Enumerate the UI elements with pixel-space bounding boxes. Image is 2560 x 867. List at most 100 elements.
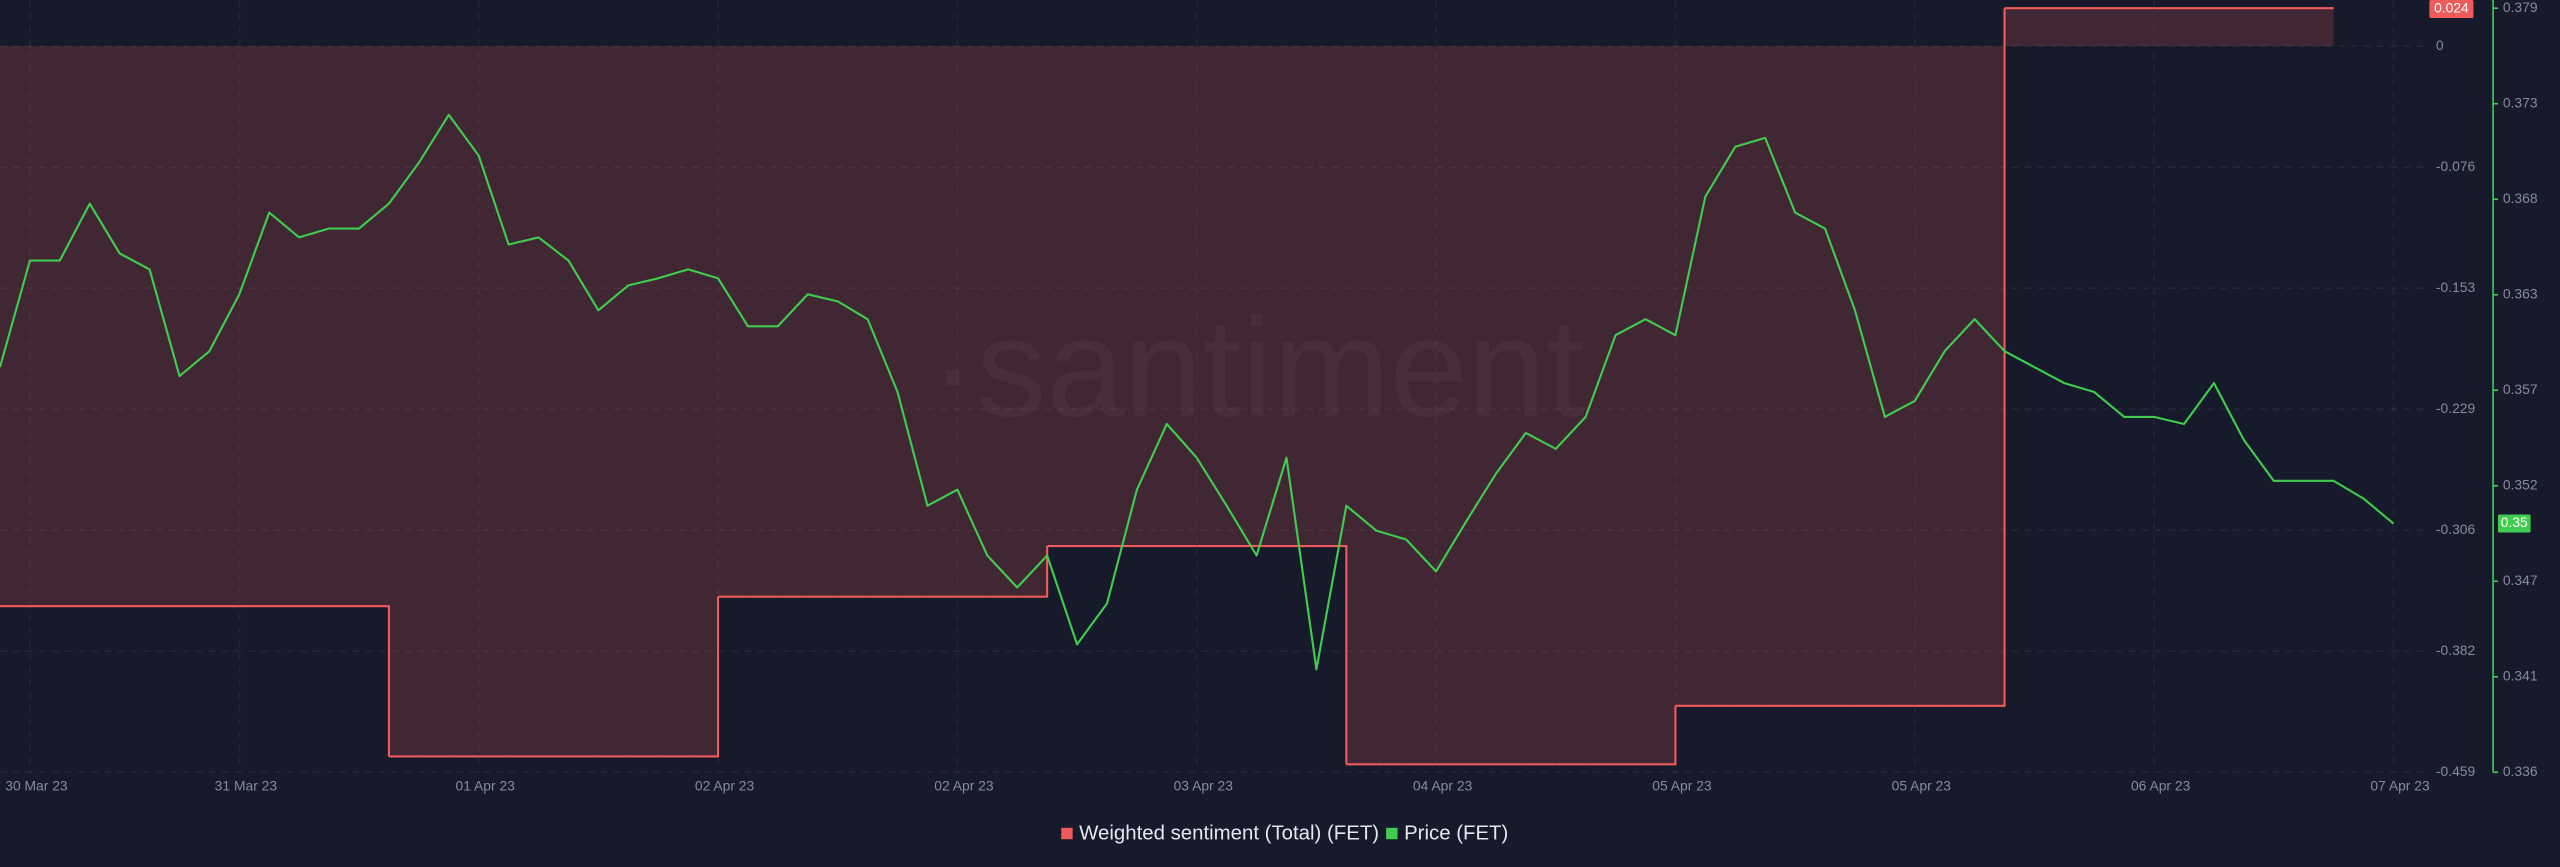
sentiment-step bbox=[359, 605, 390, 757]
x-tick-label: 05 Apr 23 bbox=[1892, 778, 1952, 794]
sentiment-area bbox=[2303, 8, 2334, 47]
sentiment-area bbox=[897, 46, 928, 597]
sentiment-area bbox=[2243, 8, 2274, 47]
sentiment-area bbox=[837, 46, 868, 597]
sentiment-area bbox=[2213, 8, 2244, 47]
sentiment-area bbox=[867, 46, 898, 597]
sentiment-area bbox=[179, 46, 210, 607]
sentiment-area bbox=[119, 46, 150, 607]
sentiment-area bbox=[1705, 46, 1736, 706]
legend-label: Price (FET) bbox=[1404, 823, 1508, 845]
sentiment-area bbox=[2064, 8, 2095, 47]
sentiment-area bbox=[1436, 46, 1466, 765]
sentiment-area bbox=[1645, 46, 1676, 765]
sentiment-area bbox=[1166, 46, 1197, 547]
sentiment-area bbox=[1256, 46, 1287, 547]
y-tick-label: -0.229 bbox=[2436, 400, 2476, 416]
y2-tick-label: 0.352 bbox=[2503, 476, 2538, 492]
sentiment-area bbox=[927, 46, 958, 597]
sentiment-area bbox=[388, 46, 419, 757]
sentiment-area bbox=[2034, 8, 2065, 47]
y2-tick-label: 0.347 bbox=[2503, 572, 2538, 588]
last-value-badge bbox=[2429, 0, 2474, 18]
sentiment-area bbox=[448, 46, 479, 757]
sentiment-area bbox=[718, 46, 748, 597]
x-tick-label: 03 Apr 23 bbox=[1174, 778, 1234, 794]
sentiment-area bbox=[89, 46, 120, 607]
sentiment-area bbox=[807, 46, 838, 597]
sentiment-area bbox=[2273, 8, 2304, 47]
sentiment-area bbox=[598, 46, 629, 757]
sentiment-area bbox=[1495, 46, 1526, 765]
sentiment-area bbox=[1795, 46, 1826, 706]
sentiment-area bbox=[1466, 46, 1496, 765]
sentiment-area bbox=[59, 46, 90, 607]
sentiment-area bbox=[1077, 46, 1107, 547]
sentiment-area bbox=[299, 46, 330, 607]
sentiment-area bbox=[1675, 46, 1706, 706]
sentiment-area bbox=[1196, 46, 1227, 547]
y-tick-label: -0.153 bbox=[2436, 279, 2476, 295]
sentiment-area bbox=[0, 46, 30, 607]
sentiment-area bbox=[1106, 46, 1137, 547]
sentiment-area bbox=[1017, 46, 1048, 597]
y-tick-label: 0 bbox=[2436, 37, 2444, 53]
watermark: ·santiment bbox=[929, 289, 1584, 446]
sentiment-area bbox=[568, 46, 599, 757]
last-value-label: 0.024 bbox=[2434, 0, 2469, 16]
y2-tick-label: 0.336 bbox=[2503, 763, 2538, 779]
y2-tick-label: 0.379 bbox=[2503, 0, 2538, 15]
sentiment-area bbox=[2094, 8, 2125, 47]
sentiment-area bbox=[1316, 46, 1347, 547]
sentiment-area bbox=[688, 46, 719, 757]
legend-label: Weighted sentiment (Total) (FET) bbox=[1079, 823, 1379, 845]
sentiment-area bbox=[538, 46, 569, 757]
sentiment-area bbox=[628, 46, 659, 757]
sentiment-area bbox=[239, 46, 270, 607]
sentiment-step bbox=[1645, 705, 1677, 766]
y2-tick-label: 0.363 bbox=[2503, 285, 2538, 301]
sentiment-area bbox=[329, 46, 360, 607]
sentiment-area bbox=[1735, 46, 1766, 706]
y2-tick-label: 0.368 bbox=[2503, 190, 2538, 206]
y-tick-label: -0.459 bbox=[2436, 763, 2476, 779]
sentiment-area bbox=[1346, 46, 1377, 765]
sentiment-area bbox=[1974, 46, 2005, 706]
sentiment-area bbox=[1615, 46, 1646, 765]
x-tick-label: 30 Mar 23 bbox=[5, 778, 68, 794]
price-line bbox=[0, 113, 2395, 671]
x-tick-label: 01 Apr 23 bbox=[456, 778, 516, 794]
sentiment-step bbox=[688, 596, 720, 758]
legend-swatch bbox=[1061, 827, 1073, 840]
sentiment-area bbox=[1286, 46, 1317, 547]
sentiment-step bbox=[1017, 546, 1049, 598]
y2-tick-label: 0.373 bbox=[2503, 94, 2538, 110]
sentiment-area bbox=[2124, 8, 2155, 47]
sentiment-area bbox=[2154, 8, 2185, 47]
sentiment-area bbox=[209, 46, 240, 607]
sentiment-area bbox=[2184, 8, 2214, 47]
sentiment-area bbox=[1884, 46, 1915, 706]
x-tick-label: 02 Apr 23 bbox=[695, 778, 755, 794]
sentiment-step bbox=[1974, 8, 2006, 707]
sentiment-area bbox=[957, 46, 988, 597]
last-value-label: 0.35 bbox=[2501, 514, 2528, 530]
sentiment-area bbox=[1047, 46, 1078, 547]
sentiment-area bbox=[1136, 46, 1167, 547]
sentiment-area bbox=[359, 46, 389, 607]
legend-swatch bbox=[1386, 827, 1398, 840]
sentiment-area bbox=[418, 46, 449, 757]
sentiment-area bbox=[269, 46, 300, 607]
sentiment-area bbox=[478, 46, 509, 757]
sentiment-area bbox=[1854, 46, 1885, 706]
sentiment-area bbox=[1376, 46, 1407, 765]
sentiment-area bbox=[29, 46, 60, 607]
y-tick-label: -0.382 bbox=[2436, 642, 2476, 658]
x-tick-label: 07 Apr 23 bbox=[2370, 778, 2430, 794]
last-value-badge bbox=[2497, 514, 2531, 533]
x-tick-label: 06 Apr 23 bbox=[2131, 778, 2191, 794]
sentiment-area bbox=[1825, 46, 1855, 706]
